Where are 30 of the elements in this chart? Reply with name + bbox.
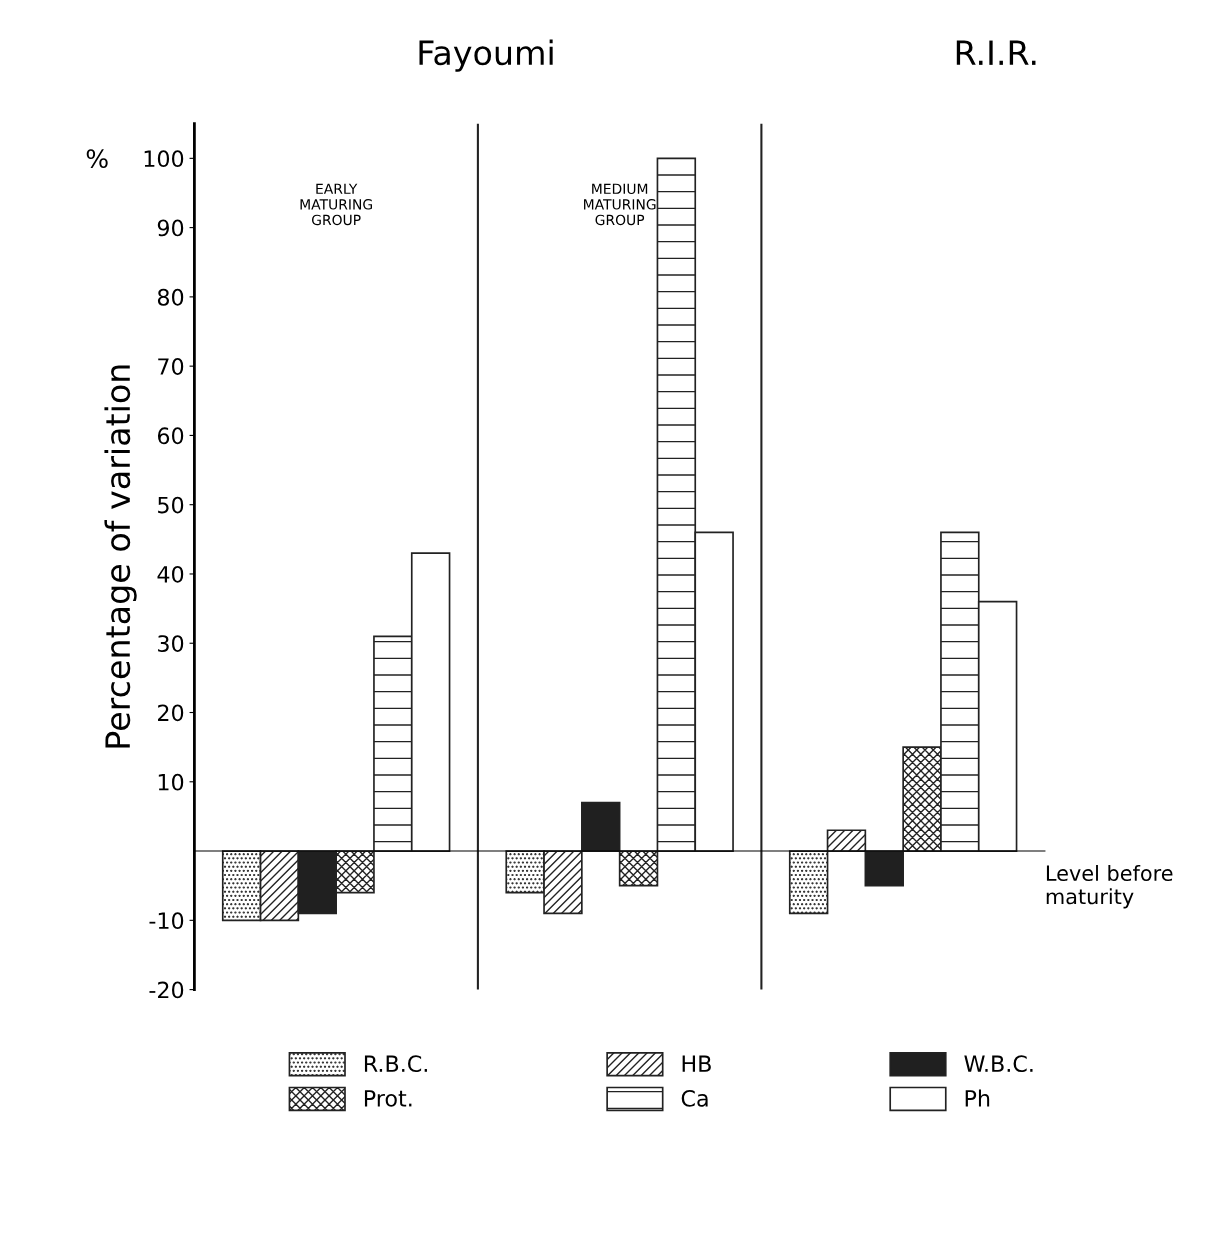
y-tick-label: 10 — [158, 773, 184, 791]
bar — [826, 829, 867, 852]
y-tick-label: 90 — [157, 219, 184, 237]
legend-label: Ph — [965, 1089, 990, 1107]
legend-label: W.B.C. — [964, 1055, 1033, 1073]
text: Fayoumi — [419, 39, 553, 72]
legend-label: R.B.C. — [364, 1055, 427, 1073]
text: % — [86, 149, 108, 169]
bar — [581, 801, 621, 852]
legend-label: Ca — [681, 1089, 708, 1107]
y-tick-label: 30 — [158, 635, 184, 652]
bar — [618, 850, 659, 887]
y-tick-label: -10 — [149, 912, 184, 930]
y-tick-label: 40 — [157, 565, 184, 583]
text: Level before maturity — [1046, 864, 1173, 909]
legend-label: Prot. — [364, 1090, 412, 1107]
y-tick-label: 70 — [158, 358, 184, 375]
bar — [788, 850, 829, 915]
x-tick-label: MEDIUM MATURING GROUP — [584, 183, 656, 226]
x-tick-label: EARLY MATURING GROUP — [300, 183, 372, 226]
y-tick-label: 80 — [157, 288, 184, 306]
legend-label: HB — [682, 1055, 711, 1072]
y-axis-title: Percentage of variation — [104, 365, 137, 748]
y-tick-label: 50 — [158, 496, 184, 514]
y-tick-label: -20 — [149, 981, 184, 999]
y-tick-label: 20 — [158, 704, 184, 722]
y-tick-label: 60 — [157, 427, 184, 445]
bar — [864, 850, 904, 887]
y-tick-label: 100 — [144, 150, 184, 168]
text: R.I.R. — [956, 40, 1036, 65]
